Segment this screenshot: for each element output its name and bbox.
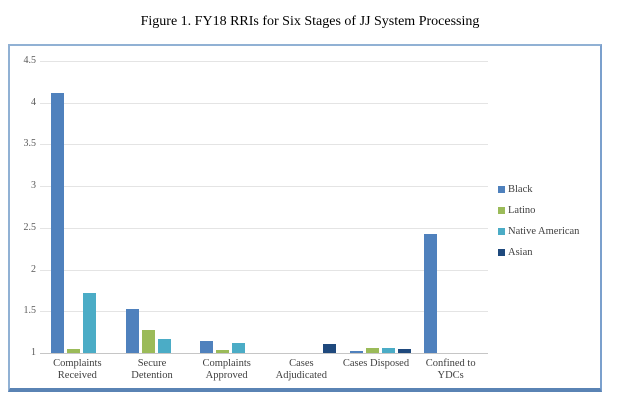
y-axis-tick-label: 4.5 [23,55,37,66]
legend-swatch-icon [498,185,505,193]
y-axis-tick-label: 1.5 [23,305,37,317]
legend-label: Latino [508,204,536,216]
bar-native-american [82,292,96,353]
bar-latino [365,347,379,353]
x-axis-category-label: Cases Disposed [342,358,410,369]
bar-black [125,308,139,353]
legend-item-black: Black [498,182,533,196]
chart-frame: 1 1.5 2 2.5 3 3.5 4 4.5 Complaints Received Secur… [8,44,602,392]
y-gridline [40,144,488,146]
y-gridline [40,311,488,313]
bar-latino [66,348,80,353]
legend-item-latino: Latino [498,203,535,217]
legend-swatch-icon [498,206,505,214]
x-axis-category-label: Secure Detention [131,358,173,381]
figure-title: Figure 1. FY18 RRIs for Six Stages of JJ… [140,14,480,29]
legend-label: Asian [508,246,533,258]
x-axis-line [40,353,488,354]
legend-swatch-icon [498,227,505,235]
bar-native-american [232,342,246,353]
bar-native-american [381,347,395,353]
y-axis-tick-label: 2 [31,263,36,275]
y-gridline [40,227,488,229]
bar-asian [322,343,336,353]
x-axis-category-label: Complaints Received [53,358,102,381]
legend-label: Native American [508,225,580,237]
legend-item-native-american: Native American [498,224,579,238]
x-axis-category-label: Cases Adjudicated [275,358,327,381]
y-gridline [40,186,488,188]
legend-item-asian: Asian [498,245,533,259]
bar-black [424,233,438,353]
plot-area: 1 1.5 2 2.5 3 3.5 4 4.5 Complaints Received Secur… [10,46,600,388]
y-axis-tick-label: 4 [31,96,36,108]
y-axis-tick-label: 3.5 [23,138,37,150]
y-axis-tick-label: 3 [31,180,36,192]
bar-black [50,92,64,353]
y-axis-tick-label: 1 [31,347,36,358]
x-axis-category-label: Complaints Approved [202,358,251,381]
bar-native-american [157,338,171,353]
bar-latino [216,350,230,353]
bar-asian [397,348,411,353]
y-axis-tick-label: 2.5 [23,221,37,233]
y-gridline [40,61,488,62]
bar-latino [141,329,155,353]
legend-swatch-icon [498,248,505,256]
bar-black [349,351,363,353]
y-gridline [40,269,488,271]
y-gridline [40,102,488,104]
legend-label: Black [508,183,533,195]
bar-black [200,341,214,353]
x-axis-category-label: Confined to YDCs [425,358,476,381]
